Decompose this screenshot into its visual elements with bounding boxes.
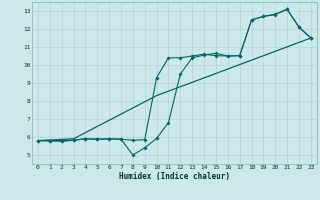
X-axis label: Humidex (Indice chaleur): Humidex (Indice chaleur) — [119, 172, 230, 181]
